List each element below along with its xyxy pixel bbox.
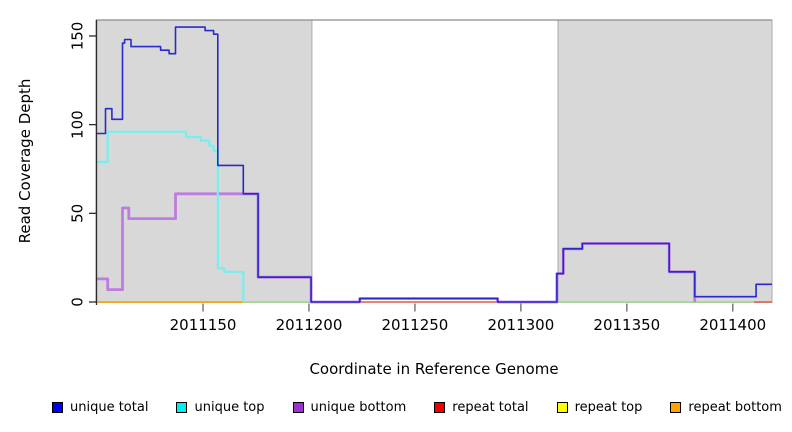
legend-label: repeat total — [452, 400, 529, 415]
legend-label: unique bottom — [310, 400, 407, 415]
x-tick-label: 2011350 — [593, 316, 660, 334]
legend-item-repeat-bottom: repeat bottom — [670, 400, 782, 415]
legend-swatch-icon — [52, 402, 63, 413]
legend-swatch-icon — [556, 402, 568, 413]
shaded-regions — [95, 19, 773, 303]
y-axis-title: Read Coverage Depth — [16, 78, 34, 244]
x-tick-label: 2011300 — [487, 316, 554, 334]
legend-swatch-icon — [434, 402, 446, 413]
y-tick-label: 0 — [69, 297, 87, 307]
legend-item-repeat-total: repeat total — [434, 400, 529, 415]
legend-label: unique top — [194, 400, 265, 415]
legend-label: repeat bottom — [688, 400, 782, 415]
axes: 0 50 100 150 2011150 2011200 2011250 2011300 201… — [69, 20, 766, 334]
line-unique-total — [96, 26, 772, 303]
legend-item-unique-bottom: unique bottom — [292, 400, 407, 415]
legend-swatch-icon — [292, 402, 304, 413]
y-tick-label: 150 — [69, 22, 87, 51]
legend-item-unique-total: unique total — [52, 400, 148, 415]
legend-label: repeat top — [574, 400, 643, 415]
legend-item-repeat-top: repeat top — [556, 400, 643, 415]
legend-label: unique total — [70, 400, 149, 415]
x-tick-label: 2011200 — [276, 316, 343, 334]
legend-swatch-icon — [670, 402, 682, 413]
y-tick-label: 50 — [69, 204, 87, 223]
y-tick-label: 100 — [69, 110, 87, 139]
line-unique-top — [96, 130, 245, 302]
legend-swatch-icon — [176, 402, 188, 413]
x-tick-label: 2011250 — [382, 316, 449, 334]
chart-legend: unique total unique top unique bottom re… — [0, 400, 792, 415]
x-axis-title: Coordinate in Reference Genome — [309, 360, 559, 378]
data-lines — [96, 26, 772, 304]
legend-item-unique-top: unique top — [176, 400, 265, 415]
x-tick-label: 2011400 — [699, 316, 766, 334]
coverage-chart: 0 50 100 150 2011150 2011200 2011250 2011300 201… — [69, 19, 773, 334]
x-tick-label: 2011150 — [170, 316, 237, 334]
